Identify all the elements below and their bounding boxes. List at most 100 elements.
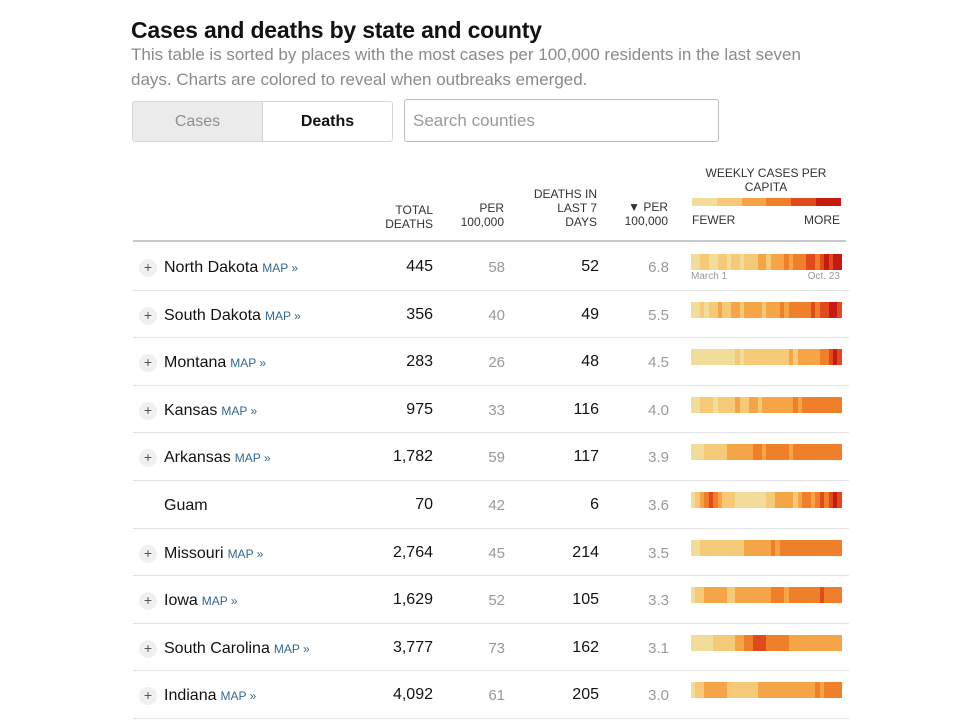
sparkline-week (735, 634, 740, 651)
sparkline-week (784, 444, 789, 461)
sparkline-week (819, 301, 825, 318)
sparkline-week (730, 444, 736, 461)
expand-icon[interactable]: + (139, 449, 157, 468)
weekly-cases-sparkline (691, 682, 842, 699)
sparkline-week (757, 634, 762, 651)
sparkline-week (744, 539, 749, 556)
map-link[interactable]: MAP » (264, 308, 301, 323)
sparkline-week (739, 634, 745, 651)
state-name: Montana MAP » (164, 354, 266, 372)
map-link[interactable]: MAP » (230, 356, 267, 371)
map-link[interactable]: MAP » (221, 403, 258, 418)
expand-icon[interactable]: + (139, 592, 157, 611)
state-name-label: South Dakota (164, 306, 261, 324)
table-row[interactable]: + Montana MAP » 283 26 48 4.5 (133, 338, 849, 386)
column-header-total-deaths[interactable]: Total deaths (385, 203, 433, 231)
sparkline-week (762, 539, 767, 556)
tab-cases[interactable]: Cases (132, 101, 262, 142)
sparkline-week (815, 634, 820, 651)
sparkline-week (722, 254, 727, 270)
weekly-cases-sparkline (691, 301, 842, 318)
sparkline-week (722, 301, 727, 318)
sparkline-week (735, 396, 740, 413)
sparkline-week (726, 254, 731, 270)
table-row[interactable]: + Iowa MAP » 1,629 52 105 3.3 (133, 576, 849, 624)
sparkline-week (806, 254, 811, 270)
expand-icon[interactable]: + (139, 639, 157, 658)
sparkline-week (770, 491, 776, 508)
sparkline-week (784, 587, 789, 604)
sparkline-week (744, 254, 749, 270)
sparkline-week (762, 301, 767, 318)
sparkline-week (779, 587, 785, 604)
table-row[interactable]: + South Carolina MAP » 3,777 73 162 3.1 (133, 624, 849, 672)
map-link[interactable]: MAP » (227, 546, 264, 561)
table-row[interactable]: + Kansas MAP » 975 33 116 4.0 (133, 386, 849, 434)
sparkline-week (824, 254, 829, 270)
sparkline-week (757, 396, 762, 413)
total-deaths-cell: 356 (406, 305, 433, 323)
sparkline-axis: March 1 Oct. 23 (691, 271, 840, 282)
total-deaths-cell: 283 (406, 353, 433, 371)
column-header-per-100000[interactable]: Per 100,000 (460, 201, 504, 229)
cases-deaths-toggle: Cases Deaths (132, 101, 393, 142)
expand-icon[interactable]: + (139, 306, 157, 325)
map-link[interactable]: MAP » (220, 689, 257, 704)
sparkline-week (784, 396, 789, 413)
sparkline-week (819, 587, 825, 604)
expand-icon[interactable]: + (139, 401, 157, 420)
deaths-last-7-cell: 6 (590, 495, 599, 513)
map-link[interactable]: MAP » (201, 594, 238, 609)
sparkline-week (708, 254, 714, 270)
sparkline-week (766, 254, 771, 270)
per-100000-cell: 61 (488, 687, 505, 705)
sparkline-week (762, 254, 767, 270)
sparkline-week (762, 349, 767, 366)
search-input[interactable] (404, 99, 719, 142)
table-row[interactable]: + Arkansas MAP » 1,782 59 117 3.9 (133, 433, 849, 481)
sparkline-week (779, 301, 785, 318)
sparkline-week (815, 349, 820, 366)
sparkline-week (775, 491, 780, 508)
sparkline-week (717, 444, 723, 461)
expand-icon[interactable]: + (139, 354, 157, 373)
map-link[interactable]: MAP » (273, 641, 310, 656)
expand-icon[interactable]: + (139, 259, 157, 277)
table-row[interactable]: + North Dakota MAP » 445 58 52 6.8 March 1 Oct. … (133, 243, 849, 291)
column-header-per-100000-last-7[interactable]: ▼ Per 100,000 (624, 200, 668, 228)
sparkline-week (748, 254, 754, 270)
sparkline-week (779, 396, 785, 413)
per-100000-last-7-cell: 3.6 (648, 496, 669, 514)
table-row[interactable]: Guam 70 42 6 3.6 (133, 481, 849, 529)
sparkline-week (819, 444, 825, 461)
sparkline-week (828, 349, 833, 366)
expand-icon[interactable]: + (139, 544, 157, 563)
sparkline-week (722, 396, 727, 413)
map-link[interactable]: MAP » (262, 261, 299, 275)
per-100000-last-7-cell: 3.5 (648, 544, 669, 562)
sparkline-week (726, 539, 731, 556)
sparkline-week (806, 349, 811, 366)
sparkline-week (766, 491, 771, 508)
sparkline-week (806, 682, 811, 699)
sparkline-week (775, 682, 780, 699)
sparkline-week (833, 254, 838, 270)
tab-deaths[interactable]: Deaths (262, 101, 393, 142)
per-100000-last-7-cell: 3.0 (648, 687, 669, 705)
map-link[interactable]: MAP » (234, 451, 271, 466)
table-row[interactable]: + Missouri MAP » 2,764 45 214 3.5 (133, 529, 849, 577)
total-deaths-cell: 4,092 (392, 686, 433, 704)
sparkline-week (810, 491, 816, 508)
expand-icon[interactable]: + (139, 687, 157, 706)
sparkline-week (819, 539, 825, 556)
sparkline-week (699, 396, 705, 413)
sparkline-week (775, 396, 780, 413)
table-row[interactable]: + South Dakota MAP » 356 40 49 5.5 (133, 291, 849, 339)
sparkline-week (828, 587, 833, 604)
deaths-last-7-cell: 214 (572, 543, 599, 561)
sparkline-week (739, 682, 745, 699)
sparkline-week (708, 539, 714, 556)
sparkline-week (766, 301, 771, 318)
column-header-deaths-last-7-days[interactable]: Deaths in last 7 days (533, 187, 597, 229)
table-row[interactable]: + Indiana MAP » 4,092 61 205 3.0 (133, 671, 849, 719)
